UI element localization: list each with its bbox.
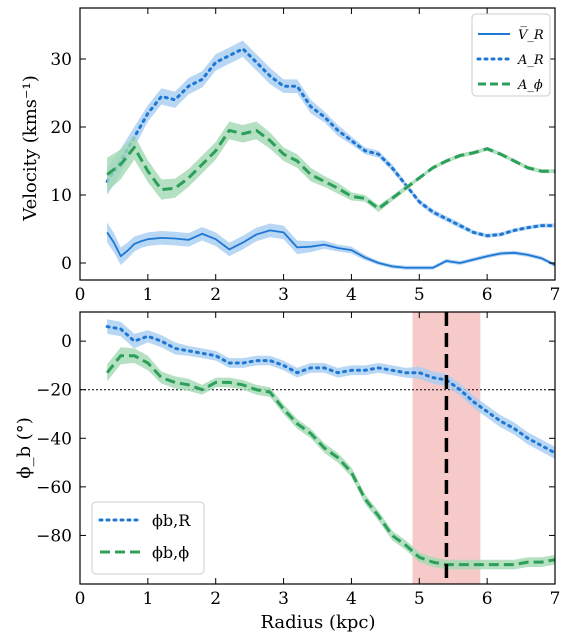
velocity-ylabel: Velocity (kms⁻¹): [20, 75, 41, 222]
x-tick-label: 5: [414, 589, 425, 609]
x-tick-label: 5: [414, 285, 425, 305]
plot-clip-group: [105, 40, 555, 270]
velocity-axes-frame: [79, 7, 556, 281]
x-tick-label: 2: [210, 589, 221, 609]
series-1-error-band: [107, 347, 555, 570]
y-tick-label: −40: [36, 429, 72, 449]
x-tick-label: 6: [482, 285, 493, 305]
x-tick-label: 0: [75, 589, 86, 609]
angle-ticks: 0 1 2 3 4 5 6 7 0 −20 −40 −60 −80: [36, 312, 560, 609]
x-tick-label: 3: [278, 285, 289, 305]
series-2-line: [106, 128, 555, 211]
angle-legend: ϕb,R ϕb,ϕ: [91, 501, 205, 575]
x-tick-label: 6: [482, 589, 493, 609]
angle-axes-frame: [79, 311, 556, 585]
velocity-legend: V̅_R A_R A_ϕ: [471, 13, 551, 97]
series-0-line: [105, 325, 555, 455]
x-tick-label: 0: [75, 285, 86, 305]
velocity-plot-area: [105, 40, 555, 270]
x-tick-label: 1: [142, 285, 153, 305]
y-tick-label: 0: [61, 254, 72, 274]
angle-plot-area: [80, 312, 555, 584]
x-tick-label: 7: [550, 285, 561, 305]
y-tick-label: −20: [36, 381, 72, 401]
angle-xlabel: Radius (kpc): [260, 612, 375, 633]
legend-label-phibphi: ϕb,ϕ: [152, 543, 189, 562]
y-tick-label: 30: [50, 50, 72, 70]
series-1-line: [105, 354, 555, 567]
legend-label-vr: V̅_R: [518, 27, 544, 43]
y-tick-label: −80: [36, 526, 72, 546]
plot-clip-group: [80, 312, 555, 584]
series-0-error-band: [107, 319, 555, 459]
angle-ylabel: ϕ_b (°): [14, 417, 35, 479]
series-2-error-band: [107, 121, 555, 212]
y-tick-label: 10: [50, 186, 72, 206]
velocity-panel: 0 1 2 3 4 5 6 7 0 10 20 30 Velocity (kms⁻¹) V̅_R A_…: [20, 7, 560, 305]
angle-panel: 0 1 2 3 4 5 6 7 0 −20 −40 −60 −80 ϕ_b (°) Radius (kp…: [14, 311, 560, 633]
x-tick-label: 4: [346, 285, 357, 305]
x-tick-label: 1: [142, 589, 153, 609]
legend-label-aphi: A_ϕ: [517, 78, 543, 93]
x-tick-label: 2: [210, 285, 221, 305]
y-tick-label: 20: [50, 118, 72, 138]
legend-label-ar: A_R: [517, 53, 544, 68]
series-1-line: [105, 47, 555, 238]
x-tick-label: 3: [278, 589, 289, 609]
legend-label-phibr: ϕb,R: [152, 511, 191, 530]
velocity-ticks: 0 1 2 3 4 5 6 7 0 10 20 30: [50, 8, 560, 305]
y-tick-label: 0: [61, 332, 72, 352]
y-tick-label: −60: [36, 478, 72, 498]
x-tick-label: 4: [346, 589, 357, 609]
x-tick-label: 7: [550, 589, 561, 609]
series-0-line: [106, 229, 555, 269]
